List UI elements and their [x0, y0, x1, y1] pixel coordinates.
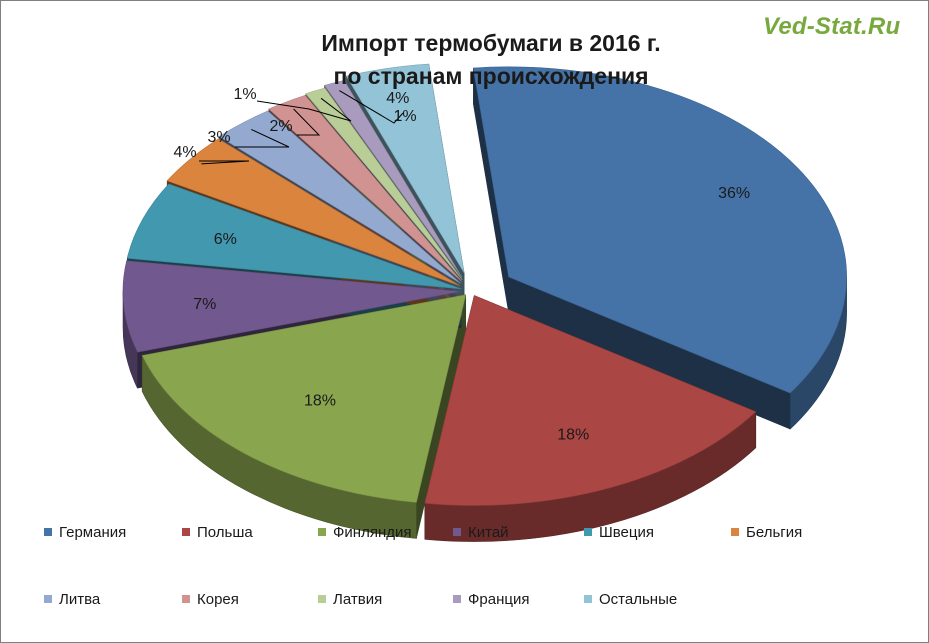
legend-swatch: [453, 528, 461, 536]
slice-Китай: [122, 260, 462, 353]
data-label-7: 2%: [269, 118, 292, 135]
slice-Бельгия: [166, 138, 461, 287]
slice-Финляндия: [141, 294, 467, 503]
slice-Швеция: [126, 183, 462, 290]
slice-Польша: [424, 295, 757, 506]
data-label-1: 18%: [557, 427, 589, 444]
slice-Латвия: [305, 87, 463, 281]
legend-swatch: [44, 528, 52, 536]
legend-label: Финляндия: [333, 523, 412, 541]
data-label-5: 4%: [173, 144, 196, 161]
data-label-6: 3%: [207, 129, 230, 146]
legend-label: Франция: [468, 590, 530, 608]
legend-swatch: [44, 595, 52, 603]
chart-title: Импорт термобумаги в 2016 г. по странам …: [231, 27, 751, 93]
legend-swatch: [182, 528, 190, 536]
legend-swatch: [584, 528, 592, 536]
watermark: Ved-Stat.Ru: [763, 13, 901, 40]
data-labels: 36%18%18%7%6%4%3%2%1%1%4%: [173, 86, 750, 444]
data-label-3: 7%: [193, 296, 216, 313]
legend-item: Латвия: [318, 589, 382, 609]
legend-item: Корея: [182, 589, 239, 609]
legend-label: Швеция: [599, 523, 654, 541]
callout-line-6: [235, 128, 290, 148]
legend-item: Германия: [44, 522, 126, 542]
callout-line-7: [293, 108, 321, 136]
slice-Германия: [472, 66, 847, 394]
data-label-10: 4%: [386, 90, 409, 107]
legend-label: Латвия: [333, 590, 383, 608]
legend-label: Корея: [197, 590, 239, 608]
legend-item: Литва: [44, 589, 100, 609]
legend-item: Бельгия: [731, 522, 802, 542]
slice-Литва: [218, 110, 461, 284]
data-label-2: 18%: [304, 393, 336, 410]
slice-Корея: [268, 95, 462, 282]
slice-tops: [122, 63, 847, 506]
legend-item: Польша: [182, 522, 253, 542]
legend-label: Китай: [468, 523, 509, 541]
callout-line-5: [199, 160, 250, 165]
data-label-8: 1%: [233, 86, 256, 103]
slice-Франция: [323, 80, 463, 278]
slice-Остальные: [345, 63, 465, 274]
legend-label: Литва: [59, 590, 101, 608]
data-label-4: 6%: [214, 231, 237, 248]
legend-item: Швеция: [584, 522, 654, 542]
callout-line-9: [339, 90, 404, 124]
legend-swatch: [182, 595, 190, 603]
legend-swatch: [453, 595, 461, 603]
legend-item: Франция: [453, 589, 529, 609]
chart-title-line-1: Импорт термобумаги в 2016 г.: [321, 30, 661, 56]
legend-swatch: [584, 595, 592, 603]
legend-label: Польша: [197, 523, 253, 541]
legend-label: Остальные: [599, 590, 678, 608]
legend-swatch: [318, 528, 326, 536]
legend-label: Бельгия: [746, 523, 803, 541]
legend-swatch: [318, 595, 326, 603]
callout-line-8: [256, 97, 352, 122]
legend-item: Остальные: [584, 589, 677, 609]
legend-item: Китай: [453, 522, 509, 542]
legend-item: Финляндия: [318, 522, 411, 542]
data-label-9: 1%: [393, 108, 416, 125]
chart-title-line-2: по странам происхождения: [333, 63, 649, 89]
data-label-0: 36%: [718, 185, 750, 202]
legend-swatch: [731, 528, 739, 536]
legend-label: Германия: [59, 523, 127, 541]
